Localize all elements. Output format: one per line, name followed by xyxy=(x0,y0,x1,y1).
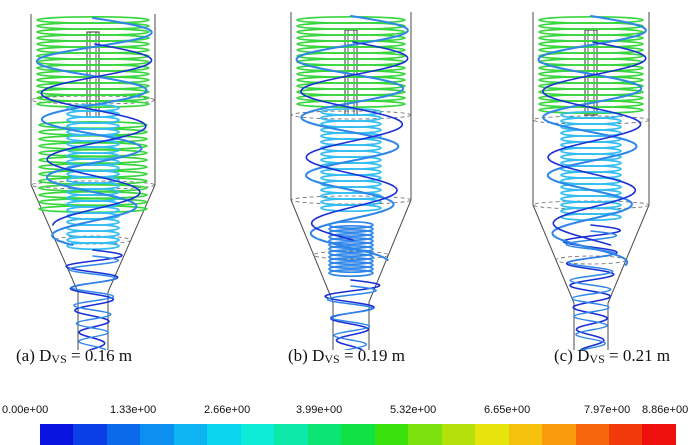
caption-a: (a) DVS = 0.16 m xyxy=(16,346,132,366)
colorbar-segment xyxy=(174,424,207,445)
colorbar-tick-label: 6.65e+00 xyxy=(484,404,530,416)
colorbar-segment xyxy=(442,424,475,445)
caption-label: (a) xyxy=(16,346,35,365)
colorbar-segment xyxy=(375,424,408,445)
panel-b xyxy=(265,0,445,375)
colorbar-segment xyxy=(475,424,508,445)
colorbar-tick-label: 5.32e+00 xyxy=(390,404,436,416)
caption-subscript: VS xyxy=(324,352,339,366)
colorbar-segment xyxy=(40,424,73,445)
colorbar-segment xyxy=(308,424,341,445)
caption-value: = 0.21 m xyxy=(609,346,670,365)
caption-subscript: VS xyxy=(51,352,66,366)
separator-streamlines-b xyxy=(265,0,445,350)
colorbar-tick-label: 8.86e+00 xyxy=(642,404,688,416)
colorbar-segment xyxy=(241,424,274,445)
colorbar-tick-label: 2.66e+00 xyxy=(204,404,250,416)
colorbar-segment xyxy=(207,424,240,445)
caption-b: (b) DVS = 0.19 m xyxy=(288,346,405,366)
caption-symbol: D xyxy=(312,346,324,365)
caption-value: = 0.16 m xyxy=(71,346,132,365)
caption-c: (c) DVS = 0.21 m xyxy=(554,346,670,366)
colorbar-tick-labels: 0.00e+00 1.33e+00 2.66e+00 3.99e+00 5.32… xyxy=(0,404,700,418)
colorbar-segment xyxy=(140,424,173,445)
colorbar-segment xyxy=(107,424,140,445)
separator-streamlines-a xyxy=(15,0,195,350)
velocity-colorbar xyxy=(40,424,676,445)
caption-symbol: D xyxy=(39,346,51,365)
panel-c xyxy=(523,0,700,375)
colorbar-segment xyxy=(408,424,441,445)
colorbar-tick-label: 1.33e+00 xyxy=(110,404,156,416)
colorbar-segment xyxy=(73,424,106,445)
colorbar-tick-label: 0.00e+00 xyxy=(2,404,48,416)
colorbar-tick-label: 7.97e+00 xyxy=(584,404,630,416)
caption-label: (c) xyxy=(554,346,573,365)
caption-symbol: D xyxy=(577,346,589,365)
colorbar-segment xyxy=(274,424,307,445)
colorbar-segment xyxy=(576,424,609,445)
caption-subscript: VS xyxy=(589,352,604,366)
colorbar-tick-label: 3.99e+00 xyxy=(296,404,342,416)
colorbar-segment xyxy=(341,424,374,445)
panel-a xyxy=(15,0,195,375)
colorbar-segment xyxy=(642,424,675,445)
colorbar-segment xyxy=(542,424,575,445)
caption-label: (b) xyxy=(288,346,308,365)
caption-value: = 0.19 m xyxy=(344,346,405,365)
colorbar-segment xyxy=(609,424,642,445)
colorbar-segment xyxy=(509,424,542,445)
separator-streamlines-c xyxy=(523,0,700,350)
